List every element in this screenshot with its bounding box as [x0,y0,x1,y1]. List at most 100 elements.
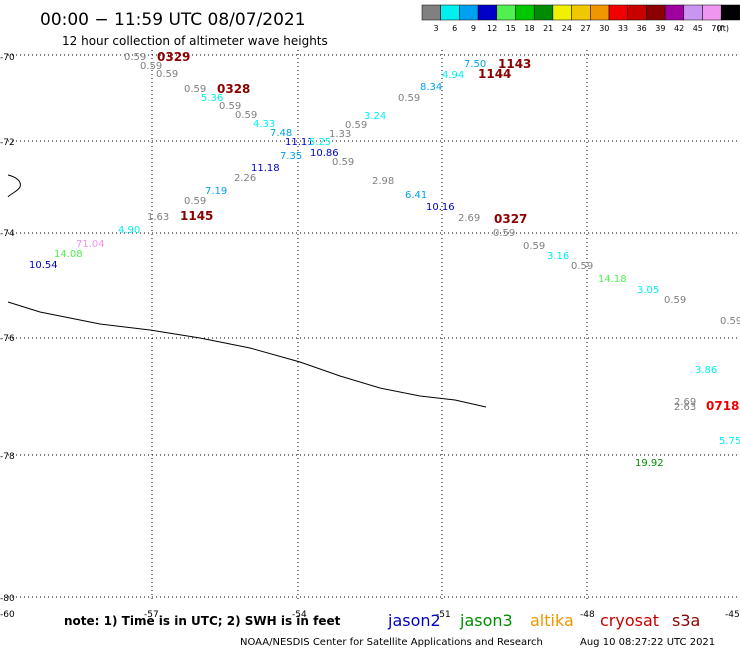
y-tick-label: -80 [0,594,15,604]
wave-height-label: 11.18 [251,163,280,174]
wave-height-label: 7.50 [464,59,486,70]
legend-swatch [459,4,479,21]
y-tick-label: -74 [0,229,15,239]
x-axis-ticks: -60 -57 -54 -51 -48 -45 [0,610,740,620]
wave-height-label: 4.90 [118,225,140,236]
wave-height-label: 1.63 [147,212,169,223]
satellite-label: cryosat [600,611,659,630]
y-axis-ticks: -70 -72 -74 -76 -78 -80 [0,53,15,604]
pass-time-label: 1144 [478,67,511,81]
legend-swatch [608,4,628,21]
wave-height-labels: 0.590.590.590.595.360.590.594.337.4811.1… [29,52,740,469]
wave-height-label: 7.48 [270,128,292,139]
legend-label: 70 [711,24,721,33]
legend-swatch [552,4,572,21]
satellite-label: altika [530,611,574,630]
legend-swatch [683,4,703,21]
chart-subtitle: 12 hour collection of altimeter wave hei… [62,34,328,48]
x-tick-label: -51 [436,610,451,620]
wave-height-label: 0.59 [664,295,686,306]
pass-time-label: 0718 [706,399,739,413]
legend-label: 24 [562,24,572,33]
wave-height-label: 11.11 [285,137,314,148]
wave-height-label: 10.16 [426,202,455,213]
grid [8,50,740,600]
wave-height-label: 2.69 [458,213,480,224]
legend-swatch [515,4,535,21]
wave-height-label: 2.98 [372,176,394,187]
x-tick-label: -60 [0,610,15,620]
legend-swatch [720,4,740,21]
wave-height-label: 6.41 [405,190,427,201]
pass-time-label: 0328 [217,82,250,96]
legend-swatch [702,4,722,21]
legend-unit: (ft) [717,24,729,33]
legend-swatch [571,4,591,21]
wave-height-label: 19.92 [635,458,664,469]
legend-label: 27 [581,24,591,33]
legend-label: 15 [506,24,516,33]
wave-height-label: 5.75 [719,436,740,447]
wave-height-label: 0.59 [156,69,178,80]
x-tick-label: -48 [580,610,595,620]
legend-swatch [664,4,685,21]
y-tick-label: -72 [0,138,15,148]
coastline [7,301,487,408]
pass-time-label: 1143 [498,57,531,71]
wave-height-label: 4.94 [442,70,464,81]
pass-time-label: 0329 [157,50,190,64]
legend-swatch [421,4,441,21]
legend-swatch [590,4,610,21]
legend-label: 36 [637,24,647,33]
footer-credit: NOAA/NESDIS Center for Satellite Applica… [240,637,543,648]
wave-height-label: 0.59 [493,228,515,239]
legend-label: 21 [543,24,553,33]
wave-height-label: 0.59 [720,316,740,327]
y-tick-label: -78 [0,452,15,462]
coastline-fragment [7,174,21,198]
wave-height-label: 0.59 [184,84,206,95]
wave-height-label: 71.04 [76,239,105,250]
wave-height-label: 0.59 [235,110,257,121]
wave-height-label: 0.59 [219,101,241,112]
wave-height-label: 5.25 [309,137,331,148]
wave-height-label: 7.19 [205,186,227,197]
legend-label: 33 [618,24,628,33]
wave-height-label: 3.05 [637,285,659,296]
wave-height-label: 3.86 [695,365,717,376]
legend-label: 45 [693,24,703,33]
footer-timestamp: Aug 10 08:27:22 UTC 2021 [580,637,715,648]
wave-height-label: 14.18 [598,274,627,285]
wave-height-label: 10.86 [310,148,339,159]
satellite-label: jason3 [459,611,513,630]
wave-height-label: 10.54 [29,260,58,271]
x-tick-label: -54 [292,610,307,620]
legend-label: 18 [524,24,534,33]
wave-height-label: 2.26 [234,173,256,184]
legend-swatch [646,4,666,21]
wave-height-label: 0.59 [140,61,162,72]
wave-height-label: 0.59 [124,52,146,63]
wave-height-label: 0.59 [398,93,420,104]
wave-height-label: 3.16 [547,251,569,262]
satellite-legend: jason2 jason3 altika cryosat s3a [387,611,700,630]
wave-height-label: 2.69 [674,397,696,408]
legend-label: 6 [452,24,457,33]
pass-time-label: 0327 [494,212,527,226]
wave-height-label: 0.59 [184,196,206,207]
legend-swatch [533,4,554,21]
wave-height-label: 8.34 [420,82,442,93]
satellite-label: jason2 [387,611,441,630]
satellite-label: s3a [672,611,700,630]
wave-height-label: 0.59 [332,157,354,168]
wave-height-label: 7.35 [280,151,302,162]
legend-swatch [496,4,516,21]
wave-height-label: 0.59 [345,120,367,131]
wave-height-label: 0.59 [523,241,545,252]
wave-height-label: 0.59 [571,261,593,272]
color-legend: 3 6 9 12 15 18 21 24 27 30 33 36 39 42 45 70 [421,4,740,33]
y-tick-label: -76 [0,334,15,344]
footer-note: note: 1) Time is in UTC; 2) SWH is in fe… [64,614,341,628]
